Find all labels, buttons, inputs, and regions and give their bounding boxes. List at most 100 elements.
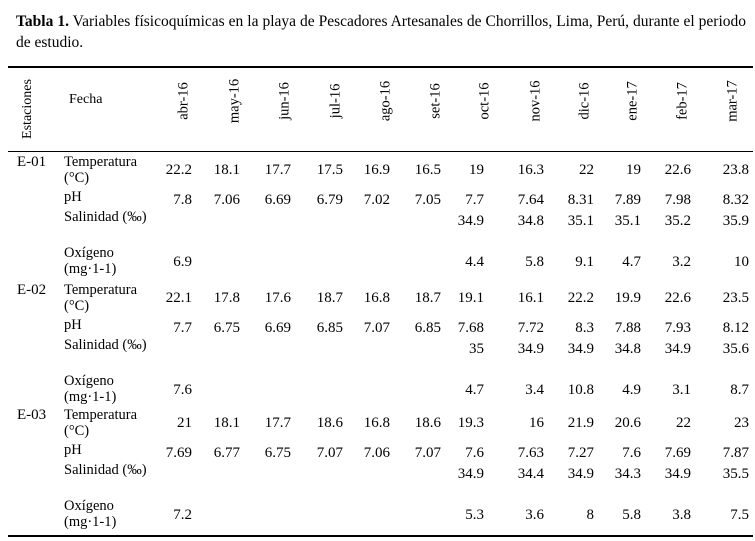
table-cell: 17.6: [264, 290, 291, 306]
table-cell: 16.8: [363, 415, 390, 431]
table-cell: 35: [469, 341, 484, 357]
table-cell: 9.1: [575, 254, 594, 270]
table-cell: 3.2: [672, 254, 691, 270]
table-cell: 17.7: [264, 415, 291, 431]
table-cell: 7.6: [622, 445, 641, 461]
variable-label: Temperatura (°C): [64, 407, 138, 439]
variable-label: pH: [64, 317, 82, 333]
table-cell: 6.75: [264, 445, 291, 461]
table-cell: 34.9: [664, 341, 691, 357]
table-cell: 22.6: [664, 290, 691, 306]
variable-label: pH: [64, 442, 82, 458]
table-cell: 19.9: [614, 290, 641, 306]
table-cell: 7.5: [730, 507, 749, 523]
table-cell: 6.85: [316, 320, 343, 336]
table-cell: 7.69: [165, 445, 192, 461]
table-cell: 19.1: [457, 290, 484, 306]
table-cell: 6.75: [213, 320, 240, 336]
table-cell: 6.77: [213, 445, 240, 461]
table-cell: 34.8: [517, 213, 544, 229]
table-cell: 34.9: [567, 341, 594, 357]
table-cell: 17.8: [213, 290, 240, 306]
variable-label: Salinidad (‰): [64, 209, 147, 225]
table-cell: 34.9: [567, 466, 594, 482]
table-cell: 34.9: [457, 466, 484, 482]
table-cell: 23.8: [722, 162, 749, 178]
table-cell: 18.1: [213, 415, 240, 431]
table-cell: 21: [177, 415, 192, 431]
table-cell: 7.07: [414, 445, 441, 461]
table-cell: 7.87: [722, 445, 749, 461]
table-cell: 7.88: [614, 320, 641, 336]
caption-text: Variables físicoquímicas en la playa de …: [16, 13, 746, 51]
variable-label: pH: [64, 189, 82, 205]
table-cell: 7.64: [517, 192, 544, 208]
table-cell: 8: [586, 507, 595, 523]
table-cell: 35.5: [722, 466, 749, 482]
table-cell: 22.2: [165, 162, 192, 178]
table-cell: 35.1: [567, 213, 594, 229]
table-cell: 17.7: [264, 162, 291, 178]
table-cell: 19: [626, 162, 641, 178]
table-cell: 16.1: [517, 290, 544, 306]
table-cell: 6.69: [264, 320, 291, 336]
table-cell: 18.7: [414, 290, 441, 306]
table-cell: 16: [529, 415, 544, 431]
table-cell: 18.7: [316, 290, 343, 306]
table-cell: 35.6: [722, 341, 749, 357]
table-cell: 8.32: [722, 192, 749, 208]
table-cell: 7.06: [363, 445, 390, 461]
table-cell: 8.31: [567, 192, 594, 208]
table-cell: 6.69: [264, 192, 291, 208]
table-cell: 5.8: [525, 254, 544, 270]
table-cell: 8.7: [730, 382, 749, 398]
table-cell: 4.7: [465, 382, 484, 398]
table-cell: 34.3: [614, 466, 641, 482]
table-cell: 3.4: [525, 382, 544, 398]
table-cell: 18.6: [316, 415, 343, 431]
table-cell: 22: [579, 162, 594, 178]
table-cell: 7.8: [173, 192, 192, 208]
table-cell: 7.05: [414, 192, 441, 208]
table-cell: 22.1: [165, 290, 192, 306]
header-fecha: Fecha: [69, 92, 103, 107]
variable-label: Oxígeno (mg·1-1): [64, 498, 117, 530]
table-cell: 18.1: [213, 162, 240, 178]
table-cell: 7.72: [517, 320, 544, 336]
table-cell: 8.12: [722, 320, 749, 336]
table-cell: 8.3: [575, 320, 594, 336]
station-label: E-02: [17, 282, 47, 298]
table-cell: 7.68: [457, 320, 484, 336]
table-cell: 34.9: [517, 341, 544, 357]
table-cell: 20.6: [614, 415, 641, 431]
table-cell: 34.8: [614, 341, 641, 357]
table-cell: 4.7: [622, 254, 641, 270]
caption-label: Tabla 1.: [16, 13, 69, 30]
table-cell: 7.69: [664, 445, 691, 461]
table-cell: 4.4: [465, 254, 484, 270]
table-cell: 22.6: [664, 162, 691, 178]
variable-label: Salinidad (‰): [64, 337, 147, 353]
table-cell: 7.27: [567, 445, 594, 461]
table-cell: 7.63: [517, 445, 544, 461]
table-cell: 3.8: [672, 507, 691, 523]
variable-label: Salinidad (‰): [64, 462, 147, 478]
table-cell: 6.85: [414, 320, 441, 336]
table-cell: 22: [676, 415, 691, 431]
variable-label: Oxígeno (mg·1-1): [64, 245, 117, 277]
table-caption: Tabla 1. Variables físicoquímicas en la …: [16, 11, 746, 53]
table-cell: 7.2: [173, 507, 192, 523]
table-cell: 7.98: [664, 192, 691, 208]
table-bottom-rule: [8, 535, 753, 537]
variable-label: Oxígeno (mg·1-1): [64, 373, 117, 405]
table-cell: 3.6: [525, 507, 544, 523]
table-cell: 3.1: [672, 382, 691, 398]
table-cell: 6.9: [173, 254, 192, 270]
table-cell: 7.6: [465, 445, 484, 461]
table-cell: 22.2: [567, 290, 594, 306]
table-cell: 10: [734, 254, 749, 270]
table-cell: 7.7: [465, 192, 484, 208]
table-cell: 19.3: [457, 415, 484, 431]
variable-label: Temperatura (°C): [64, 282, 138, 314]
table-cell: 17.5: [316, 162, 343, 178]
